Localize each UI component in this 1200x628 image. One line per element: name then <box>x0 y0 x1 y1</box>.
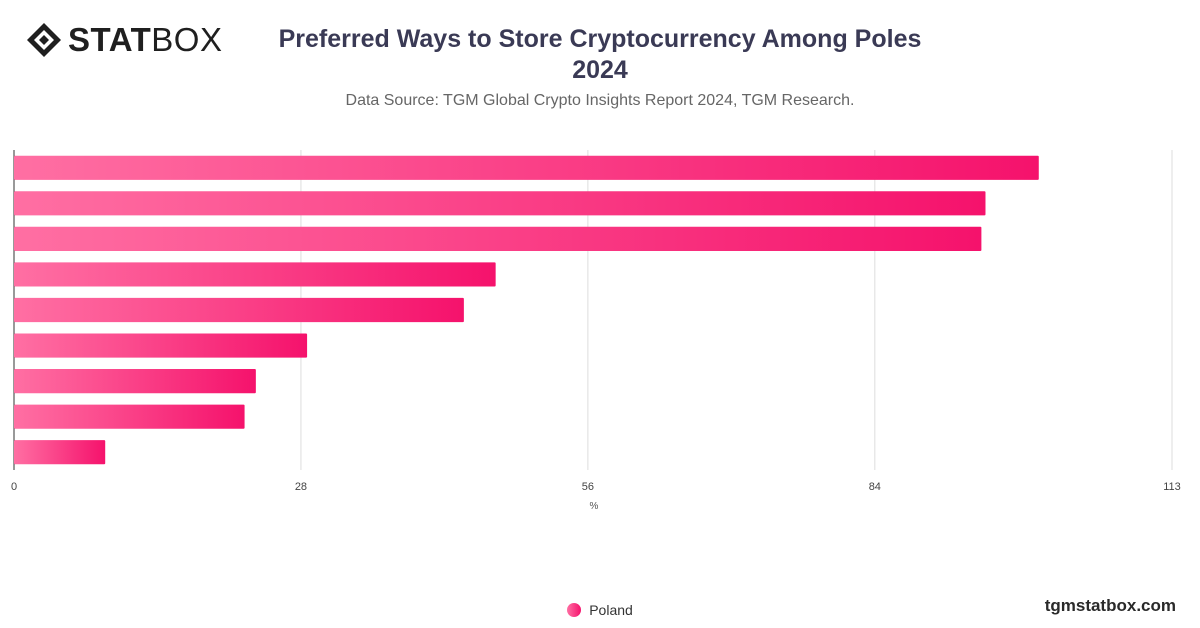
logo-text-light: BOX <box>151 21 223 58</box>
logo-wordmark: STATBOX <box>68 22 222 58</box>
bar[interactable] <box>14 369 256 394</box>
chart-subtitle: Data Source: TGM Global Crypto Insights … <box>345 92 855 109</box>
brand-footer: tgmstatbox.com <box>1044 596 1176 615</box>
x-tick-label: 84 <box>869 481 881 493</box>
x-tick-label: 0 <box>11 481 17 493</box>
bar-chart: 0 28 56 84 113% <box>11 150 1181 512</box>
x-axis: 0 28 56 84 113% <box>11 481 1181 512</box>
bar[interactable] <box>14 404 245 429</box>
chart-title-line1: Preferred Ways to Store Cryptocurrency A… <box>278 25 922 53</box>
bar[interactable] <box>14 333 308 358</box>
logo-text-bold: STAT <box>68 21 152 58</box>
x-tick-label: 28 <box>295 481 307 493</box>
x-axis-label: % <box>590 501 599 512</box>
bar[interactable] <box>14 440 106 465</box>
x-tick-label: 56 <box>582 481 594 493</box>
legend[interactable]: Poland <box>0 602 1200 618</box>
statbox-logo: STATBOX <box>26 22 222 58</box>
bar[interactable] <box>14 226 982 251</box>
statbox-diamond-icon <box>27 23 61 57</box>
bar[interactable] <box>14 297 464 323</box>
bar[interactable] <box>14 155 1039 180</box>
legend-marker <box>567 603 582 617</box>
bars <box>14 155 1039 465</box>
legend-label: Poland <box>589 602 633 618</box>
bar[interactable] <box>14 191 986 216</box>
chart-title-line2: 2024 <box>572 56 628 84</box>
bar[interactable] <box>14 262 496 287</box>
chart-title: Preferred Ways to Store Cryptocurrency A… <box>200 24 1000 86</box>
x-tick-label: 113 <box>1163 481 1181 493</box>
